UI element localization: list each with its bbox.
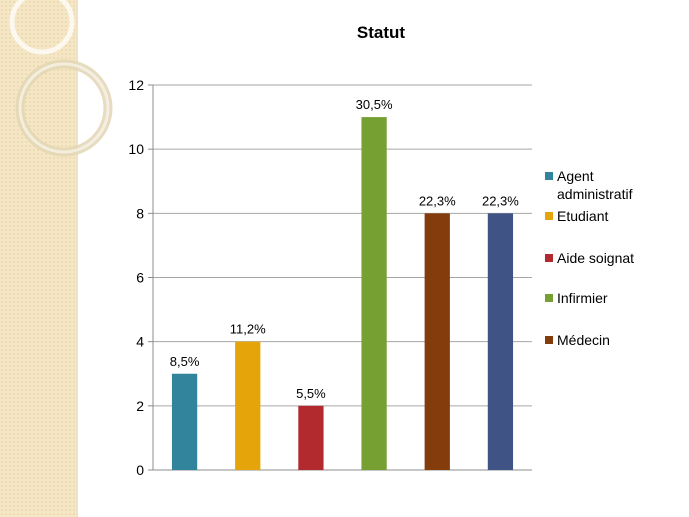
legend: Agent administratif Etudiant Aide soignat In… (545, 168, 634, 348)
y-tick-label: 10 (128, 141, 144, 157)
data-label: 22,3% (482, 193, 519, 208)
y-tick-label: 4 (136, 334, 144, 350)
background-strip-edge (76, 0, 78, 517)
decorative-rings (9, 0, 113, 157)
y-tick-label: 0 (136, 462, 144, 478)
bar (298, 405, 324, 470)
legend-label: Agent (557, 168, 594, 184)
bar (361, 117, 387, 470)
bar (171, 373, 198, 470)
data-label: 11,2% (230, 322, 266, 337)
legend-swatch (545, 172, 553, 180)
legend-swatch (545, 294, 553, 302)
decorative-ring-upper (9, 0, 75, 55)
bar (487, 213, 514, 471)
legend-label: Infirmier (557, 290, 608, 306)
bar (235, 341, 261, 470)
legend-label: Médecin (557, 332, 610, 348)
data-label: 5,5% (296, 386, 326, 401)
y-tick-label: 12 (128, 77, 144, 93)
chart-title: Statut (357, 23, 406, 42)
data-label: 30,5% (356, 97, 393, 112)
decorative-ring-lower-highlight (18, 62, 110, 154)
background-texture-strip (0, 0, 76, 517)
legend-label: administratif (557, 186, 633, 202)
data-label: 8,5% (170, 354, 200, 369)
y-tick-label: 6 (136, 270, 144, 286)
data-labels: 8,5% 11,2% 5,5% 30,5% 22,3% 22,3% (170, 97, 520, 401)
y-axis-ticks: 0 2 4 6 8 10 12 (128, 77, 154, 478)
legend-swatch (545, 336, 553, 344)
data-label: 22,3% (419, 193, 456, 208)
legend-label: Aide soignat (557, 250, 634, 266)
bars (171, 117, 514, 471)
legend-swatch (545, 212, 553, 220)
y-tick-label: 2 (136, 398, 144, 414)
bar (424, 213, 450, 471)
legend-label: Etudiant (557, 208, 608, 224)
y-tick-label: 8 (136, 205, 144, 221)
grid-lines (153, 84, 532, 471)
legend-swatch (545, 254, 553, 262)
